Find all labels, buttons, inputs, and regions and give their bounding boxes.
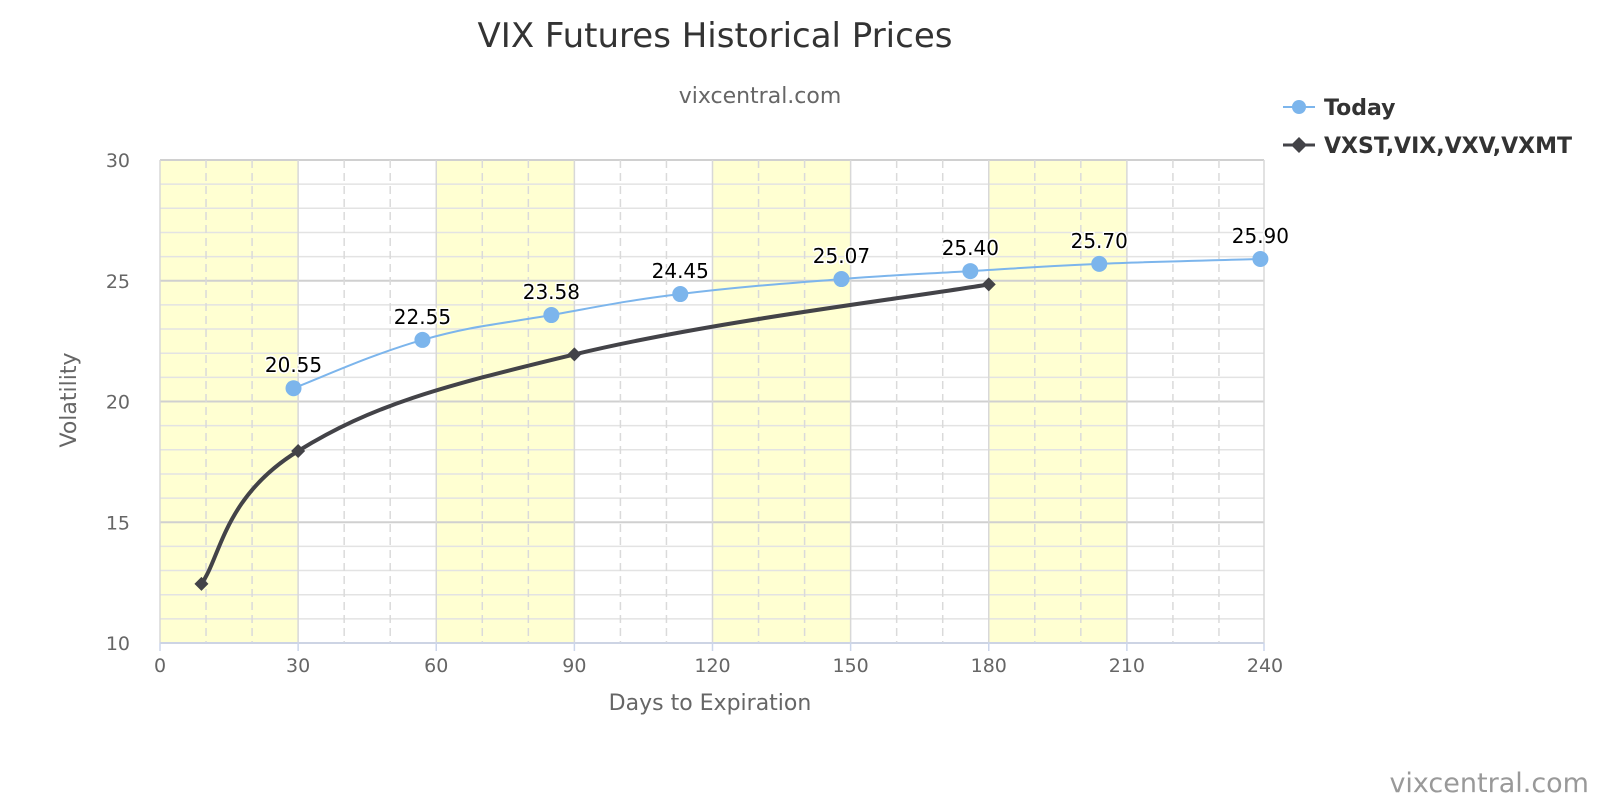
legend-label-today: Today <box>1324 96 1395 121</box>
y-tick-label: 30 <box>106 150 130 172</box>
series-today[interactable] <box>285 251 1269 397</box>
legend-label-vxst-vix-vxv-vxmt: VXST,VIX,VXV,VXMT <box>1324 134 1572 159</box>
data-point[interactable] <box>981 277 996 292</box>
data-point[interactable] <box>414 331 431 348</box>
data-point[interactable] <box>833 271 850 288</box>
legend-item-today[interactable]: Today <box>1283 96 1395 121</box>
series-layer <box>194 251 1269 591</box>
data-point[interactable] <box>285 380 302 397</box>
data-point[interactable] <box>1091 255 1108 272</box>
series-line <box>199 282 991 586</box>
data-point[interactable] <box>567 347 582 362</box>
data-point[interactable] <box>672 286 689 303</box>
data-labels: 20.55 22.55 23.58 24.45 25.07 25.40 25.70 25.90 <box>263 223 1290 379</box>
data-label: 22.55 <box>394 305 451 329</box>
legend-circle-icon <box>1292 100 1306 114</box>
x-tick-label: 240 <box>1247 655 1283 677</box>
data-point[interactable] <box>194 576 209 591</box>
data-point[interactable] <box>1252 251 1269 268</box>
y-tick-label: 25 <box>106 271 130 293</box>
x-tick-label: 120 <box>694 655 730 677</box>
y-tick-label: 10 <box>106 633 130 655</box>
y-tick-label: 15 <box>106 512 130 534</box>
data-point[interactable] <box>962 263 979 280</box>
credits-link[interactable]: vixcentral.com <box>1389 768 1589 799</box>
x-tick-label: 150 <box>832 655 868 677</box>
data-label: 23.58 <box>523 280 580 304</box>
data-label: 20.55 <box>265 353 322 377</box>
x-tick-label: 180 <box>971 655 1007 677</box>
x-tick-label: 210 <box>1109 655 1145 677</box>
legend-diamond-icon <box>1291 137 1307 153</box>
x-tick-label: 30 <box>286 655 310 677</box>
x-tick-label: 60 <box>424 655 448 677</box>
data-label: 25.90 <box>1232 224 1289 248</box>
x-tick-label: 90 <box>562 655 586 677</box>
y-axis-ticks: 10 15 20 25 30 <box>106 150 130 655</box>
chart-subtitle: vixcentral.com <box>679 84 842 109</box>
chart-title: VIX Futures Historical Prices <box>478 16 953 56</box>
series-line <box>292 258 1262 390</box>
y-tick-label: 20 <box>106 392 130 414</box>
data-label: 25.07 <box>813 244 870 268</box>
y-axis-title: Volatility <box>57 352 82 447</box>
x-axis-ticks: 0 30 60 90 120 150 180 210 240 <box>154 643 1283 677</box>
grid-lines <box>159 159 1265 644</box>
data-point[interactable] <box>291 444 306 459</box>
data-point[interactable] <box>543 307 560 324</box>
data-label: 24.45 <box>652 259 709 283</box>
legend[interactable]: Today VXST,VIX,VXV,VXMT <box>1283 96 1572 159</box>
legend-item-vxst-vix-vxv-vxmt[interactable]: VXST,VIX,VXV,VXMT <box>1283 134 1572 159</box>
x-axis-title: Days to Expiration <box>609 691 812 716</box>
x-tick-label: 0 <box>154 655 166 677</box>
data-label: 25.40 <box>942 236 999 260</box>
data-label: 25.70 <box>1071 229 1128 253</box>
series-vxst-vix-vxv-vxmt[interactable] <box>194 277 996 591</box>
